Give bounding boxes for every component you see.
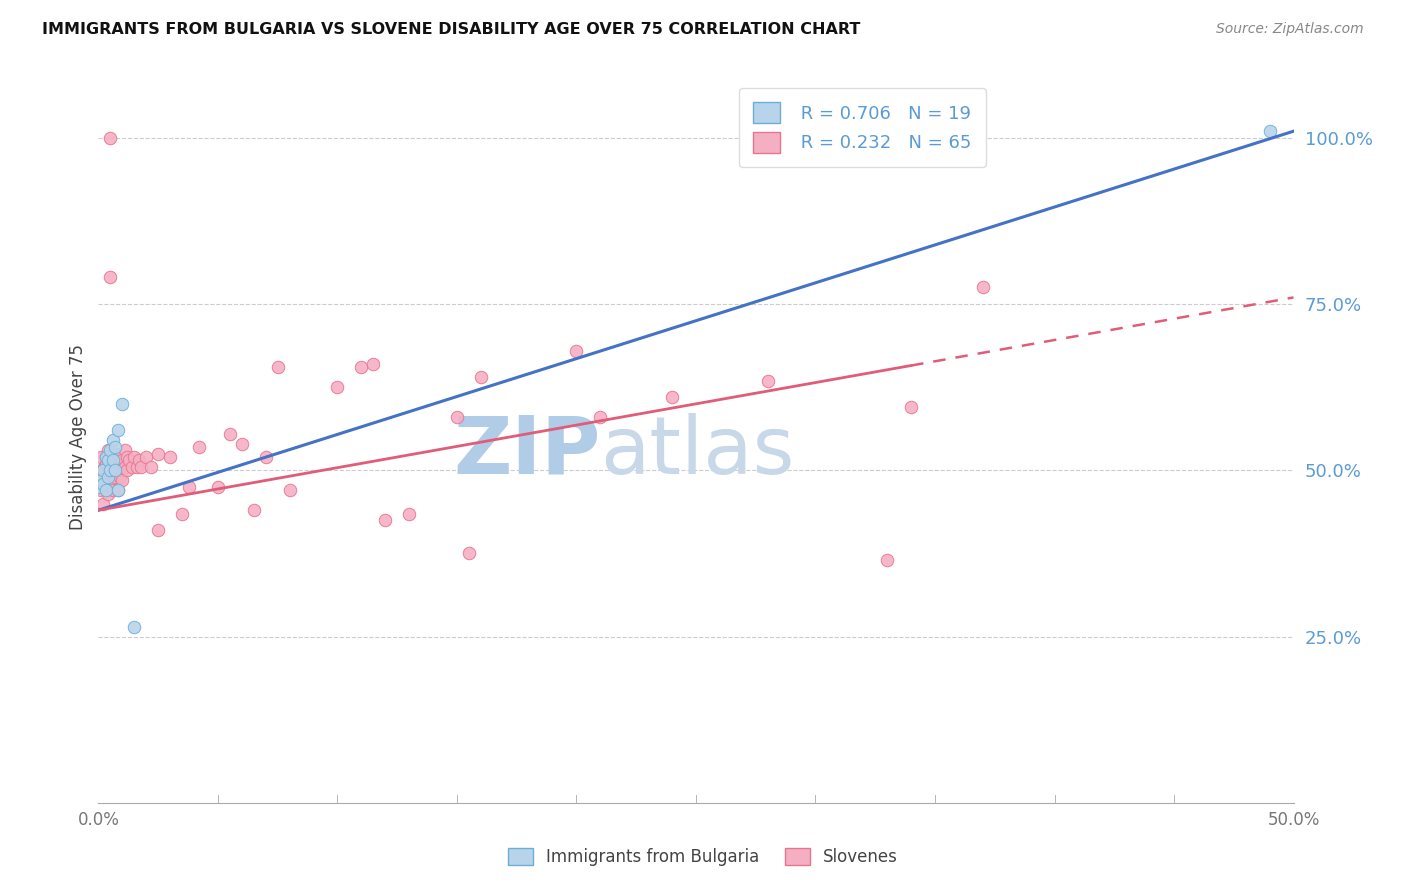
Point <box>97 463 120 477</box>
Point <box>172 507 194 521</box>
Point <box>94 457 117 471</box>
Point <box>97 486 120 500</box>
Point <box>115 463 138 477</box>
Point <box>91 476 114 491</box>
Point <box>111 473 134 487</box>
Point <box>90 450 112 464</box>
Point <box>107 483 129 498</box>
Point <box>91 463 114 477</box>
Point <box>219 426 242 441</box>
Point <box>131 460 153 475</box>
Point <box>159 450 181 464</box>
Text: Source: ZipAtlas.com: Source: ZipAtlas.com <box>1216 22 1364 37</box>
Point <box>128 453 150 467</box>
Point <box>124 450 146 464</box>
Point <box>470 370 492 384</box>
Point <box>363 357 385 371</box>
Point <box>135 450 157 464</box>
Point <box>114 460 136 475</box>
Point <box>91 476 114 491</box>
Point <box>565 343 588 358</box>
Point <box>90 463 112 477</box>
Point <box>111 397 134 411</box>
Y-axis label: Disability Age Over 75: Disability Age Over 75 <box>69 344 87 530</box>
Point <box>104 460 127 475</box>
Legend:  R = 0.706   N = 19,  R = 0.232   N = 65: R = 0.706 N = 19, R = 0.232 N = 65 <box>740 87 986 168</box>
Point <box>207 480 229 494</box>
Point <box>374 513 396 527</box>
Point <box>243 503 266 517</box>
Point <box>101 453 124 467</box>
Point <box>94 450 117 464</box>
Point <box>139 460 162 475</box>
Point <box>90 473 112 487</box>
Point <box>104 463 127 477</box>
Point <box>148 447 170 461</box>
Point <box>1258 124 1281 138</box>
Point <box>118 453 141 467</box>
Point <box>179 480 201 494</box>
Point <box>121 460 143 475</box>
Point <box>87 480 110 494</box>
Point <box>104 447 127 461</box>
Point <box>97 443 120 458</box>
Point <box>111 453 134 467</box>
Point <box>98 463 122 477</box>
Point <box>458 546 481 560</box>
Point <box>350 360 373 375</box>
Point <box>91 497 114 511</box>
Point <box>94 470 117 484</box>
Point <box>104 470 127 484</box>
Point <box>101 434 124 448</box>
Point <box>661 390 683 404</box>
Point <box>108 457 131 471</box>
Point <box>756 374 779 388</box>
Point <box>98 450 122 464</box>
Point <box>101 447 124 461</box>
Point <box>972 280 994 294</box>
Point <box>101 463 124 477</box>
Point <box>900 400 922 414</box>
Text: IMMIGRANTS FROM BULGARIA VS SLOVENE DISABILITY AGE OVER 75 CORRELATION CHART: IMMIGRANTS FROM BULGARIA VS SLOVENE DISA… <box>42 22 860 37</box>
Point <box>98 443 122 458</box>
Point <box>98 131 122 145</box>
Point <box>97 453 120 467</box>
Point <box>98 463 122 477</box>
Text: atlas: atlas <box>600 413 794 491</box>
Point <box>876 553 898 567</box>
Point <box>900 131 922 145</box>
Point <box>98 480 122 494</box>
Point <box>107 483 129 498</box>
Point <box>278 483 301 498</box>
Point <box>111 463 134 477</box>
Point <box>125 460 148 475</box>
Point <box>108 470 131 484</box>
Point <box>94 483 117 498</box>
Point <box>398 507 420 521</box>
Point <box>97 470 120 484</box>
Point <box>107 424 129 438</box>
Point <box>231 436 253 450</box>
Point <box>94 450 117 464</box>
Point <box>254 450 277 464</box>
Point <box>104 440 127 454</box>
Point <box>101 483 124 498</box>
Point <box>115 450 138 464</box>
Point <box>107 463 129 477</box>
Text: ZIP: ZIP <box>453 413 600 491</box>
Point <box>124 619 146 633</box>
Legend: Immigrants from Bulgaria, Slovenes: Immigrants from Bulgaria, Slovenes <box>499 840 907 875</box>
Point <box>326 380 349 394</box>
Point <box>98 270 122 285</box>
Point <box>267 360 290 375</box>
Point <box>446 410 468 425</box>
Point <box>90 483 112 498</box>
Point <box>94 483 117 498</box>
Point <box>589 410 612 425</box>
Point <box>187 440 209 454</box>
Point <box>148 523 170 537</box>
Point <box>91 463 114 477</box>
Point <box>114 443 136 458</box>
